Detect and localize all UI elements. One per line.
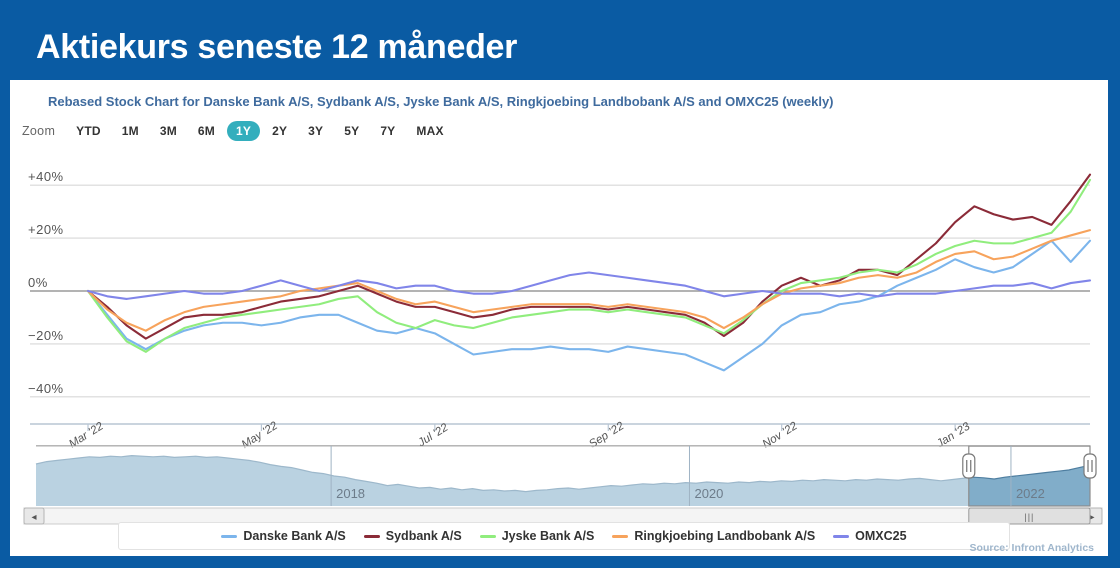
navigator-handle-left[interactable] <box>962 453 976 479</box>
series-line-1[interactable] <box>86 173 1092 340</box>
frame-border-left <box>0 0 10 568</box>
zoom-button-5y[interactable]: 5Y <box>344 124 360 138</box>
zoom-button-7y[interactable]: 7Y <box>380 124 396 138</box>
series-line-3[interactable] <box>86 229 1092 332</box>
y-axis-tick-label: −20% <box>28 328 64 343</box>
zoom-button-6m[interactable]: 6M <box>197 124 215 138</box>
frame-border-bottom <box>0 556 1120 568</box>
legend-item[interactable]: Jyske Bank A/S <box>479 529 595 543</box>
frame-border-right <box>1108 0 1120 568</box>
scrollbar-thumb[interactable]: ||| <box>968 507 1091 525</box>
legend-swatch-icon <box>221 534 238 538</box>
series-line-0[interactable] <box>86 239 1092 372</box>
navigator-handle-right[interactable] <box>1083 453 1097 479</box>
zoom-button-1m[interactable]: 1M <box>121 124 139 138</box>
y-axis-tick-label: +40% <box>28 169 64 184</box>
navigator-handle-body[interactable] <box>1083 453 1097 479</box>
legend-item[interactable]: Ringkjoebing Landbobank A/S <box>612 529 815 543</box>
navigator-handle-body[interactable] <box>962 453 976 479</box>
zoom-label: Zoom <box>22 124 56 138</box>
legend-swatch-icon <box>833 534 850 538</box>
series-line-4[interactable] <box>86 271 1092 300</box>
plot-area[interactable]: −40% −20% 0% +20% +40% Mar '22 May '22 Jul '22 S… <box>10 146 1108 536</box>
right-arrow-icon: ▸ <box>1089 512 1094 523</box>
legend-item[interactable]: OMXC25 <box>833 529 907 543</box>
legend-label: Sydbank A/S <box>385 529 462 543</box>
navigator-year-label: 2022 <box>1016 486 1045 501</box>
legend-swatch-icon <box>612 534 629 538</box>
legend-swatch-icon <box>363 534 380 538</box>
header-banner: Aktiekurs seneste 12 måneder <box>10 8 1108 80</box>
page-title: Aktiekurs seneste 12 måneder <box>36 28 518 66</box>
legend-label: Ringkjoebing Landbobank A/S <box>634 529 816 543</box>
zoom-button-3y[interactable]: 3Y <box>308 124 324 138</box>
navigator-unselected-mask-left <box>36 446 969 506</box>
frame-border-top <box>0 0 1120 8</box>
legend-item[interactable]: Danske Bank A/S <box>221 529 346 543</box>
navigator-line <box>35 454 1091 493</box>
scrollbar-left-arrow-bg[interactable] <box>23 507 45 525</box>
legend-swatch-icon <box>479 534 496 538</box>
scrollbar-thumb-body[interactable] <box>968 507 1091 525</box>
line-chart-svg[interactable]: −40%−20%0%+20%+40%Mar '22 May '22 Jul '22 S… <box>10 146 1108 536</box>
y-axis-tick-label: 0% <box>28 275 48 290</box>
series-line-2[interactable] <box>86 178 1092 353</box>
legend-label: OMXC25 <box>855 529 907 543</box>
source-attribution: Source: Infront Analytics <box>969 542 1094 554</box>
navigator-year-label: 2020 <box>694 486 723 501</box>
zoom-button-3m[interactable]: 3M <box>159 124 177 138</box>
chart-subtitle: Rebased Stock Chart for Danske Bank A/S,… <box>48 94 834 109</box>
zoom-button-ytd[interactable]: YTD <box>76 124 101 138</box>
navigator-area <box>36 455 1090 506</box>
scrollbar-left-arrow-button[interactable]: ◂ <box>23 507 45 525</box>
chart-legend: Danske Bank A/S Sydbank A/S Jyske Bank A/S… <box>118 522 1010 550</box>
navigator-year-label: 2018 <box>336 486 365 501</box>
zoom-range-selector: Zoom YTD 1M 3M 6M 1Y 2Y 3Y 5Y 7Y MAX <box>22 120 456 142</box>
left-arrow-icon: ◂ <box>31 512 36 523</box>
chart-card: Rebased Stock Chart for Danske Bank A/S,… <box>10 84 1108 556</box>
legend-item[interactable]: Sydbank A/S <box>363 529 462 543</box>
scrollbar-grip-icon: ||| <box>1024 512 1034 522</box>
zoom-button-1y[interactable]: 1Y <box>227 121 261 141</box>
y-axis-tick-label: +20% <box>28 222 64 237</box>
zoom-button-max[interactable]: MAX <box>416 124 444 138</box>
legend-label: Danske Bank A/S <box>243 529 346 543</box>
y-axis-tick-label: −40% <box>28 381 64 396</box>
legend-label: Jyske Bank A/S <box>501 529 595 543</box>
zoom-button-2y[interactable]: 2Y <box>272 124 288 138</box>
